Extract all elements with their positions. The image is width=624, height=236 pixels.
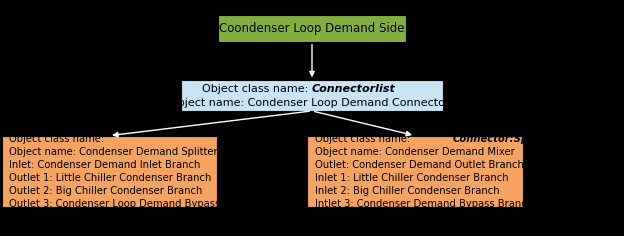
Text: Connector:Splitter: Connector:Splitter [453, 134, 557, 144]
Text: Object name: Condenser Loop Demand Connectors: Object name: Condenser Loop Demand Conne… [169, 98, 455, 108]
Text: Coondenser Loop Demand Side: Coondenser Loop Demand Side [219, 22, 405, 35]
Text: Object class name: Connectorlist: Object class name: Connectorlist [220, 84, 404, 94]
FancyBboxPatch shape [2, 136, 217, 206]
Text: Outlet 2: Big Chiller Condenser Branch: Outlet 2: Big Chiller Condenser Branch [9, 186, 202, 196]
FancyBboxPatch shape [308, 136, 523, 206]
Text: Outlet 1: Little Chiller Condenser Branch: Outlet 1: Little Chiller Condenser Branc… [9, 173, 212, 183]
Text: Outlet: Condenser Demand Outlet Branch: Outlet: Condenser Demand Outlet Branch [315, 160, 524, 170]
Text: Object class name:: Object class name: [315, 134, 413, 144]
Text: Object name: Condenser Demand Splitter: Object name: Condenser Demand Splitter [9, 147, 218, 157]
Text: Object class name:: Object class name: [202, 84, 312, 94]
FancyBboxPatch shape [218, 15, 406, 42]
Text: Inlet 2: Big Chiller Condenser Branch: Inlet 2: Big Chiller Condenser Branch [315, 186, 499, 196]
Text: Object class name:: Object class name: [9, 134, 107, 144]
Text: Connectorlist: Connectorlist [312, 84, 396, 94]
Text: Object name: Condenser Demand Mixer: Object name: Condenser Demand Mixer [315, 147, 515, 157]
Text: Inlet: Condenser Demand Inlet Branch: Inlet: Condenser Demand Inlet Branch [9, 160, 200, 170]
Text: Outlet 3: Condenser Loop Demand Bypass Branch: Outlet 3: Condenser Loop Demand Bypass B… [9, 199, 259, 209]
Text: Intlet 3: Condenser Demand Bypass Branch: Intlet 3: Condenser Demand Bypass Branch [315, 199, 533, 209]
FancyBboxPatch shape [181, 80, 443, 111]
Text: Inlet 1: Little Chiller Condenser Branch: Inlet 1: Little Chiller Condenser Branch [315, 173, 509, 183]
